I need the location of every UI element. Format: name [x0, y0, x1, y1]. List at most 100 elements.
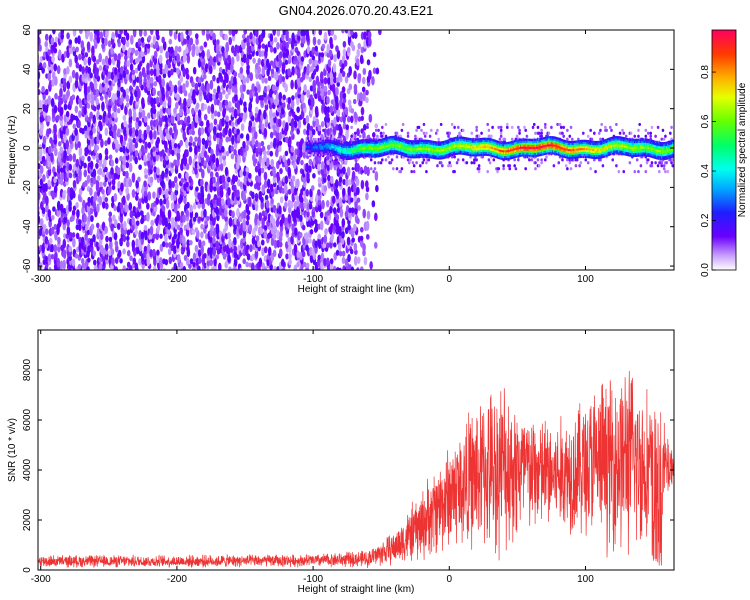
spectrogram-cell: [208, 65, 213, 75]
spectrogram-cell: [68, 245, 72, 253]
spectrogram-cell: [194, 145, 198, 155]
spectrogram-cell: [405, 147, 408, 150]
spectrogram-cell: [352, 155, 354, 158]
spectrogram-cell: [331, 153, 334, 156]
spectrogram-cell: [439, 145, 441, 148]
spectrogram-cell: [494, 155, 497, 158]
spectrogram-cell: [201, 168, 205, 179]
spectrogram-cell: [356, 267, 360, 270]
spectrogram-cell: [374, 170, 379, 182]
spectrogram-cell: [95, 162, 99, 169]
spectrogram-cell: [143, 30, 148, 37]
spectrogram-cell: [397, 142, 400, 145]
spectrogram-cell: [496, 150, 499, 153]
spectrogram-cell: [189, 204, 193, 213]
spectrogram-cell: [477, 164, 481, 168]
spectrogram-cell: [362, 131, 366, 140]
spectrogram-cell: [474, 148, 477, 151]
spectrogram-cell: [153, 81, 158, 87]
spectrogram-cell: [493, 151, 495, 154]
spectrogram-cell: [371, 141, 374, 144]
spectrogram-cell: [404, 152, 407, 156]
spectrogram-cell: [493, 153, 495, 156]
spectrogram-cell: [363, 143, 365, 146]
spectrogram-cell: [356, 256, 361, 264]
spectrogram-cell: [458, 144, 461, 147]
spectrogram-cell: [349, 141, 352, 145]
spectrogram-cell: [38, 89, 41, 95]
spectrogram-cell: [488, 153, 490, 157]
spectrogram-cell: [143, 225, 148, 231]
spectrogram-cell: [483, 143, 486, 146]
spectrogram-cell: [414, 150, 417, 153]
spectrogram-cell: [246, 89, 250, 95]
spectrogram-cell: [289, 200, 294, 209]
spectrogram-cell: [434, 150, 436, 154]
spectrogram-cell: [269, 141, 274, 149]
spectrogram-cell: [380, 125, 384, 129]
spectrogram-cell: [348, 145, 351, 149]
spectrogram-cell: [104, 55, 109, 64]
spectrogram-cell: [402, 138, 405, 141]
spectrogram-cell: [387, 144, 390, 147]
spectrogram-cell: [311, 147, 314, 151]
spectrogram-cell: [245, 220, 250, 226]
spectrogram-cell: [135, 194, 139, 201]
spectrogram-cell: [84, 180, 88, 187]
spectrogram-cell: [80, 40, 85, 50]
spectrogram-cell: [161, 179, 165, 189]
spectrogram-cell: [403, 150, 406, 153]
spectrogram-cell: [215, 53, 220, 64]
spectrogram-cell: [435, 153, 438, 156]
spectrogram-cell: [336, 150, 338, 154]
spectrogram-cell: [439, 155, 441, 158]
spectrogram-cell: [455, 148, 457, 152]
spectrogram-cell: [186, 239, 190, 247]
spectrogram-cell: [436, 153, 439, 156]
spectrogram-cell: [45, 228, 49, 235]
spectrogram-cell: [86, 41, 91, 51]
spectrogram-cell: [429, 146, 432, 149]
spectrogram-cell: [381, 138, 384, 141]
spectrogram-cell: [359, 145, 362, 148]
spectrogram-cell: [300, 56, 305, 62]
spectrogram-cell: [89, 111, 93, 120]
spectrogram-cell: [420, 128, 423, 132]
spectrogram-cell: [396, 136, 398, 139]
spectrogram-cell: [347, 211, 352, 218]
spectrogram-cell: [470, 153, 473, 157]
spectrogram-cell: [430, 148, 433, 151]
spectrogram-cell: [442, 146, 445, 150]
spectrogram-cell: [164, 167, 169, 175]
spectrogram-cell: [412, 150, 414, 153]
spectrogram-cell: [399, 151, 402, 154]
spectrogram-cell: [343, 149, 346, 152]
spectrogram-cell: [398, 152, 401, 155]
spectrogram-cell: [218, 66, 223, 74]
spectrogram-cell: [266, 157, 270, 168]
spectrogram-cell: [355, 152, 358, 155]
spectrogram-cell: [376, 145, 379, 148]
spectrogram-cell: [413, 142, 416, 145]
spectrogram-cell: [448, 131, 451, 135]
spectrogram-cell: [342, 178, 346, 186]
spectrogram-cell: [350, 157, 353, 160]
spectrogram-cell: [429, 148, 432, 151]
spectrogram-cell: [117, 249, 122, 258]
spectrogram-cell: [385, 147, 387, 150]
spectrogram-cell: [326, 158, 330, 166]
spectrogram-cell: [451, 145, 454, 149]
spectrogram-cell: [125, 32, 130, 41]
spectrogram-cell: [441, 145, 444, 148]
spectrogram-cell: [417, 151, 419, 155]
spectrogram-cell: [479, 143, 482, 147]
spectrogram-cell: [358, 145, 360, 149]
spectrogram-cell: [402, 151, 405, 155]
spectrogram-cell: [122, 140, 126, 146]
spectrogram-cell: [44, 99, 48, 106]
spectrogram-cell: [288, 252, 292, 260]
spectrogram-cell: [320, 143, 322, 146]
spectrogram-cell: [321, 145, 324, 148]
spectrogram-cell: [450, 138, 452, 141]
